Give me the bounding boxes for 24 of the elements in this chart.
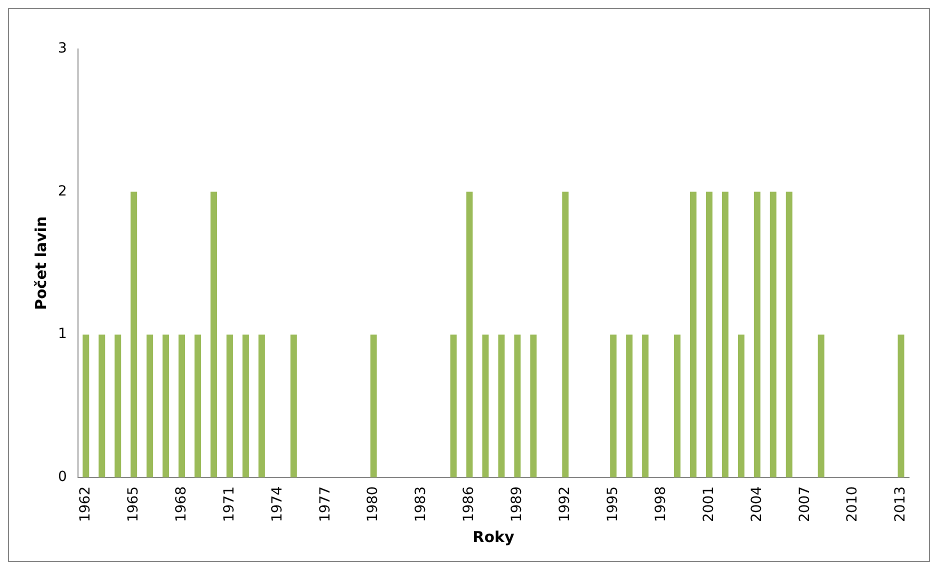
x-tick-label: 1992 [557, 486, 574, 522]
x-tick-label: 2004 [748, 486, 765, 522]
x-tick-label: 1962 [78, 486, 94, 522]
x-tick-label: 1980 [365, 486, 382, 522]
y-tick-label: 2 [58, 183, 67, 200]
x-tick-label: 1989 [509, 486, 526, 522]
x-tick-label: 1974 [269, 486, 286, 522]
x-tick-label: 2013 [892, 486, 909, 522]
x-tick-label: 1983 [413, 486, 430, 522]
x-tick-label: 1971 [221, 486, 238, 522]
y-tick-label: 1 [58, 326, 67, 342]
x-tick-label: 1968 [173, 486, 190, 522]
x-tick-label: 1986 [461, 486, 478, 522]
x-tick-label: 1977 [317, 486, 334, 522]
y-tick-label: 3 [58, 40, 67, 57]
x-tick-label: 2010 [844, 486, 861, 522]
y-tick-label: 0 [58, 469, 67, 486]
y-axis-title: Počet lavin [32, 216, 50, 310]
x-tick-label: 2001 [700, 486, 717, 522]
x-tick-label: 1998 [652, 486, 669, 522]
x-tick-label: 2007 [796, 486, 813, 522]
x-tick-label: 1965 [125, 486, 142, 522]
x-tick-label: 1995 [604, 486, 621, 522]
x-axis-title: Roky [472, 528, 514, 546]
